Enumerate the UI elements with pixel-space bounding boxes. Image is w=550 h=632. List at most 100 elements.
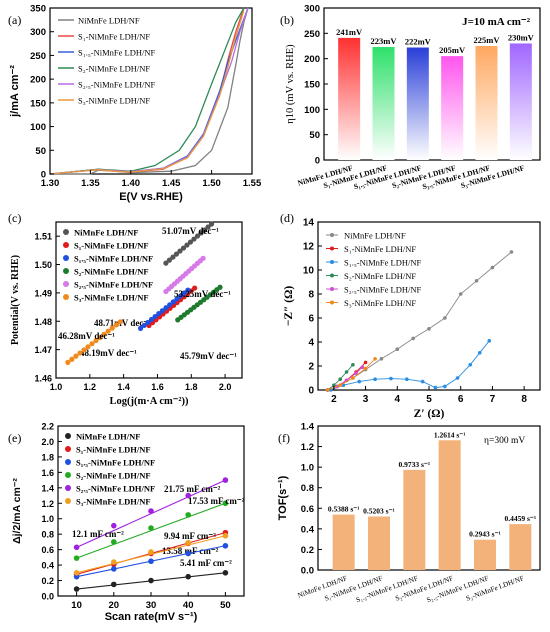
panel-e-y-tick-label: 1.4 xyxy=(41,483,54,493)
panel-d-legend-marker xyxy=(330,300,334,305)
panel-f-label: (f) xyxy=(278,431,290,445)
panel-a-x-tick-label: 1.30 xyxy=(41,178,60,189)
panel-c-y-tick-label: 1.51 xyxy=(34,232,52,242)
panel-c-data-point xyxy=(93,337,99,344)
panel-a-series-line xyxy=(49,10,245,175)
panel-c-data-point xyxy=(185,287,191,293)
panel-d-data-point xyxy=(332,383,336,388)
panel-e-capacitance-label: 12.1 mF cm⁻² xyxy=(72,529,124,539)
panel-d-data-point xyxy=(490,265,495,270)
panel-c-x-tick-label: 1.4 xyxy=(117,382,130,392)
panel-c-legend-label: S₁-NiMnFe LDH/NF xyxy=(74,241,149,251)
panel-a-x-tick-label: 1.40 xyxy=(122,178,141,189)
panel-c-data-point xyxy=(89,341,95,347)
panel-d-data-point xyxy=(411,336,415,341)
panel-d-x-tick-label: 7 xyxy=(490,394,496,405)
panel-d-data-point xyxy=(455,376,460,380)
panel-c-data-point xyxy=(178,293,184,299)
panel-c-x-tick-label: 1.8 xyxy=(185,382,198,392)
panel-d-data-point xyxy=(363,366,368,371)
panel-c-y-tick-label: 1.47 xyxy=(34,345,52,355)
panel-d-data-point xyxy=(325,388,330,392)
panel-d-legend-label: S₂-NiMnFe LDH/NF xyxy=(344,271,416,281)
panel-c-data-point xyxy=(69,356,75,362)
panel-c-data-point xyxy=(101,331,107,337)
panel-f-bar xyxy=(438,440,461,570)
panel-e-data-point xyxy=(73,573,80,580)
panel-f-bar xyxy=(332,514,355,570)
panel-c-data-point xyxy=(97,334,103,341)
panel-c-data-point xyxy=(145,319,151,326)
panel-f-y-axis-label: TOF(s⁻¹) xyxy=(277,475,289,520)
panel-a-legend-label: S₁-NiMnFe LDH/NF xyxy=(78,32,150,42)
panel-c-legend-marker xyxy=(63,242,69,248)
panel-e-y-tick-label: 2.2 xyxy=(41,422,54,432)
panel-a-legend-label: S₃-NiMnFe LDH/NF xyxy=(78,96,150,106)
panel-d: 2 3 4 5 6 7 8 0 2 4 6 8 10 12 14 Z′ (Ω) −Z″ (Ω) (d) NiMnFe… xyxy=(280,211,541,420)
panel-f-y-tick-label: 1.0 xyxy=(301,463,314,474)
panel-d-data-point xyxy=(405,377,409,382)
panel-c-slope-label: 46.28mV dec⁻¹ xyxy=(58,331,115,341)
panel-a: 1.30 1.35 1.40 1.45 1.50 1.55 0 50 100 150 200 250 3… xyxy=(8,4,262,204)
panel-a-x-axis-label: E(V vs.RHE) xyxy=(119,191,183,203)
panel-c-legend-label: NiMnFe LDH/NF xyxy=(74,228,138,238)
panel-c-data-point xyxy=(105,328,111,334)
panel-e-legend-marker xyxy=(65,498,71,504)
panel-d-legend-marker xyxy=(330,260,334,264)
panel-e-data-point xyxy=(73,544,80,551)
panel-c-legend-label: S₂.₅-NiMnFe LDH/NF xyxy=(74,280,153,290)
panel-d-data-point xyxy=(338,377,343,382)
panel-c-label: (c) xyxy=(8,211,21,225)
panel-d-data-point xyxy=(344,370,349,374)
panel-d-data-point xyxy=(474,279,479,283)
panel-c-x-tick-label: 1.0 xyxy=(50,382,63,392)
panel-f-bar-value-label: 1.2614 s⁻¹ xyxy=(434,430,466,439)
panel-d-y-tick-label: 10 xyxy=(303,266,315,277)
panel-e-data-point xyxy=(148,558,154,565)
panel-a-y-tick-label: 0 xyxy=(41,170,46,181)
panel-c-data-point xyxy=(163,260,169,266)
panel-c-legend-marker xyxy=(63,255,69,261)
panel-c-data-point xyxy=(166,257,173,263)
panel-d-y-tick-label: 8 xyxy=(308,290,314,301)
panel-e-data-point xyxy=(73,586,80,592)
panel-c-data-point xyxy=(81,347,87,353)
panel-a-label: (a) xyxy=(8,13,21,27)
panel-d-label: (d) xyxy=(280,211,294,225)
panel-b-y-tick-label: 50 xyxy=(309,130,320,141)
panel-b-y-tick-label: 250 xyxy=(304,29,320,40)
panel-c-y-tick-label: 1.48 xyxy=(34,317,52,327)
panel-a-x-tick-label: 1.55 xyxy=(243,178,262,189)
panel-c-data-point xyxy=(109,325,115,331)
panel-f-bar-value-label: 0.9733 s⁻¹ xyxy=(399,460,431,469)
panel-c-legend-marker xyxy=(63,229,69,235)
panel-a-y-axis-label: j/mA cm⁻² xyxy=(9,65,21,118)
panel-d-data-point xyxy=(389,376,393,381)
panel-c-y-axis-label: Potential(V vs. RHE) xyxy=(10,255,21,345)
panel-e-data-point xyxy=(185,492,191,499)
panel-e-data-point xyxy=(148,525,154,531)
panel-b-bar-value-label: 225mV xyxy=(474,35,501,45)
panel-c-data-point xyxy=(117,319,123,325)
panel-b-y-tick-label: 100 xyxy=(304,105,320,116)
panel-e-capacitance-label: 17.53 mF cm⁻² xyxy=(188,496,245,506)
panel-c-data-point xyxy=(187,239,194,245)
panel-f-y-tick-label: 0.6 xyxy=(301,504,314,515)
panel-f-bar xyxy=(474,539,496,570)
panel-d-legend-marker xyxy=(330,233,334,237)
panel-f-bar-value-label: 0.5203 s⁻¹ xyxy=(363,506,395,515)
panel-a-y-tick-label: 200 xyxy=(30,75,46,86)
panel-f-y-tick-label: 0.4 xyxy=(301,524,315,535)
panel-d-y-axis-label: −Z″ (Ω) xyxy=(283,286,295,326)
panel-e-data-point xyxy=(148,577,154,584)
panel-a-y-tick-label: 100 xyxy=(30,122,46,133)
panel-d-data-point xyxy=(379,357,384,361)
panel-c-legend-marker xyxy=(63,294,69,300)
panel-d-data-point xyxy=(443,316,447,320)
panel-b-label: (b) xyxy=(280,13,294,27)
panel-c-x-tick-label: 2.0 xyxy=(219,382,232,392)
panel-f-y-tick-label: 1.4 xyxy=(301,422,315,433)
panel-b-bar xyxy=(475,46,498,160)
panel-a-y-tick-label: 350 xyxy=(30,4,46,15)
